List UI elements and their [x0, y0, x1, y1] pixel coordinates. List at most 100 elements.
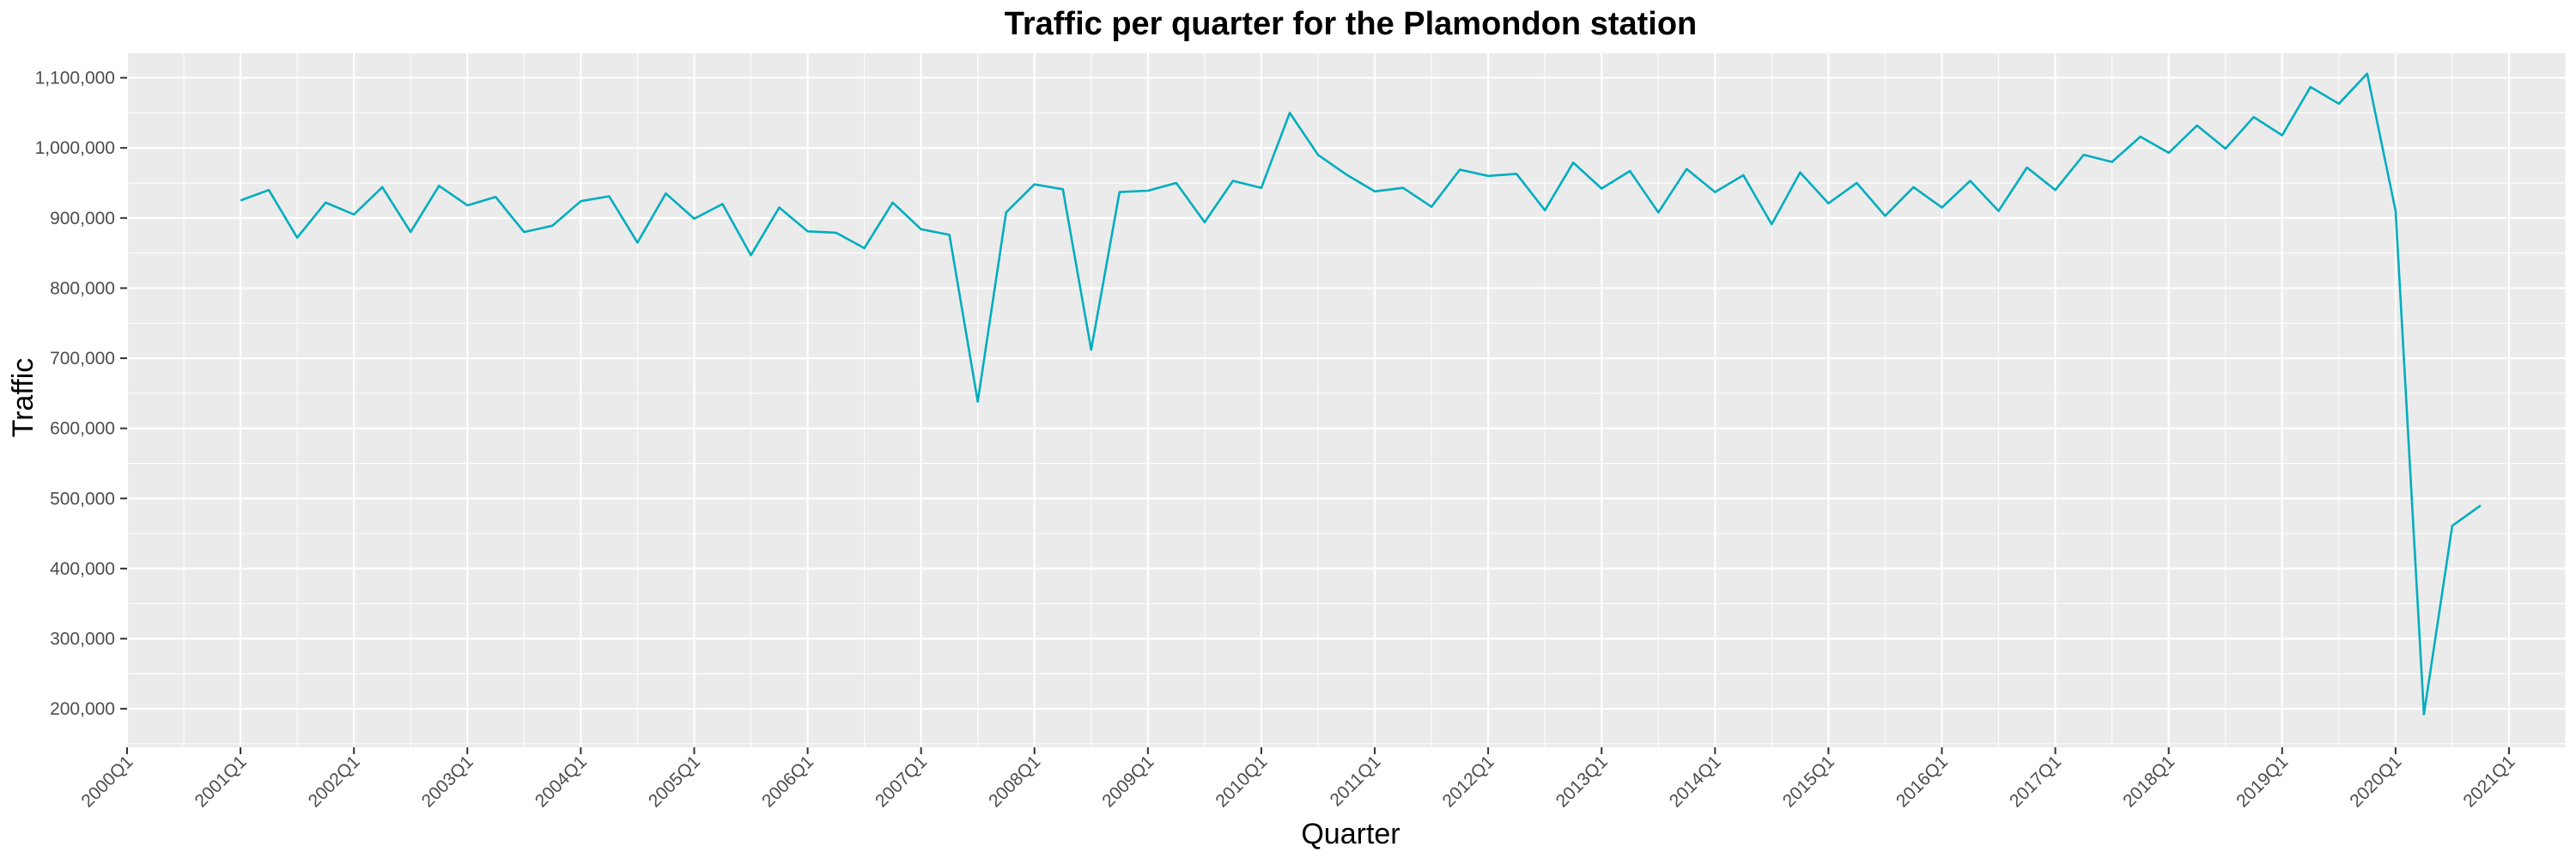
data-point	[2478, 503, 2482, 508]
data-point	[239, 198, 243, 203]
data-point	[437, 184, 441, 188]
data-point	[1032, 182, 1036, 186]
data-point	[1628, 169, 1632, 174]
data-point	[2251, 115, 2256, 119]
y-axis-title: Traffic	[7, 358, 39, 438]
data-point	[1855, 181, 1859, 186]
data-point	[579, 199, 583, 204]
data-point	[664, 192, 668, 196]
y-tick-label: 200,000	[50, 699, 115, 719]
y-tick-label: 500,000	[50, 489, 115, 509]
data-point	[2365, 71, 2369, 76]
y-tick-label: 600,000	[50, 419, 115, 439]
data-point	[494, 195, 498, 199]
data-point	[380, 185, 385, 189]
data-point	[890, 200, 895, 204]
data-point	[1373, 189, 1377, 193]
data-point	[1430, 204, 1434, 209]
y-axis-tick-labels: 200,000 300,000 400,000 500,000 600,000 700,0…	[35, 69, 115, 720]
x-tick-label: 2004Q1	[532, 752, 591, 811]
data-point	[2110, 160, 2114, 164]
data-point	[1004, 210, 1008, 215]
x-tick-label: 2018Q1	[2119, 752, 2178, 811]
x-tick-label: 2001Q1	[191, 752, 251, 811]
x-tick-label: 2013Q1	[1552, 752, 1612, 811]
data-point	[352, 212, 356, 216]
data-point	[2393, 209, 2397, 213]
y-tick-label: 900,000	[50, 209, 115, 228]
data-point	[2308, 85, 2312, 89]
data-point	[862, 246, 866, 250]
data-point	[2280, 133, 2284, 137]
data-point	[1345, 173, 1349, 177]
axis-ticks	[120, 76, 2510, 754]
x-tick-label: 2012Q1	[1439, 752, 1498, 811]
data-point	[805, 229, 810, 234]
y-tick-label: 800,000	[50, 278, 115, 298]
data-point	[324, 200, 328, 204]
y-tick-label: 1,000,000	[35, 138, 115, 158]
data-point	[2081, 153, 2086, 157]
data-point	[1202, 220, 1206, 224]
data-point	[1316, 153, 1321, 157]
y-tick-label: 400,000	[50, 559, 115, 579]
data-point	[1486, 174, 1491, 178]
x-tick-label: 2020Q1	[2346, 752, 2405, 811]
data-point	[267, 188, 271, 192]
traffic-series-line	[240, 72, 2482, 716]
data-point	[295, 235, 300, 240]
data-point	[1656, 210, 1661, 215]
data-point	[834, 230, 838, 235]
data-point	[1571, 161, 1576, 165]
data-point	[1515, 172, 1519, 176]
x-tick-label: 2016Q1	[1893, 752, 1952, 811]
x-tick-label: 2010Q1	[1212, 752, 1271, 811]
x-tick-label: 2017Q1	[2006, 752, 2065, 811]
data-point	[1798, 170, 1802, 174]
y-tick-label: 700,000	[50, 349, 115, 369]
data-point	[1911, 185, 1916, 189]
data-point	[1230, 179, 1235, 183]
x-tick-label: 2008Q1	[985, 752, 1044, 811]
data-point	[2025, 166, 2029, 170]
data-point	[607, 194, 611, 198]
data-point	[2450, 524, 2454, 528]
data-point	[1543, 208, 1547, 212]
data-point	[1600, 186, 1604, 191]
data-point	[1826, 201, 1831, 205]
data-point	[1741, 174, 1746, 178]
data-point	[2166, 150, 2171, 155]
plot-panel	[127, 53, 2566, 747]
data-point	[1117, 190, 1121, 194]
data-point	[919, 227, 923, 231]
y-tick-label: 1,100,000	[35, 69, 115, 88]
data-point	[2195, 124, 2199, 128]
data-point	[1996, 209, 2001, 213]
data-point	[635, 241, 640, 245]
data-point	[1968, 179, 1972, 183]
data-point	[1713, 190, 1717, 194]
data-point	[947, 233, 951, 237]
data-point	[1770, 222, 1774, 227]
data-point	[1458, 168, 1462, 172]
data-point	[1401, 186, 1406, 190]
data-point	[1089, 348, 1093, 352]
chart-title: Traffic per quarter for the Plamondon st…	[1005, 6, 1698, 42]
x-tick-label: 2014Q1	[1666, 752, 1725, 811]
x-tick-label: 2011Q1	[1327, 752, 1385, 810]
x-tick-label: 2002Q1	[305, 752, 364, 811]
x-tick-label: 2019Q1	[2233, 752, 2292, 811]
data-point	[1259, 186, 1263, 190]
data-point	[692, 216, 696, 221]
x-tick-label: 2003Q1	[418, 752, 477, 811]
x-tick-label: 2000Q1	[77, 752, 137, 811]
x-axis-title: Quarter	[1301, 818, 1400, 850]
x-tick-label: 2009Q1	[1098, 752, 1157, 811]
data-point	[2138, 135, 2142, 139]
data-point	[777, 205, 781, 210]
data-point	[1145, 189, 1150, 193]
data-point	[522, 230, 526, 235]
x-tick-label: 2007Q1	[872, 752, 931, 811]
data-point	[1685, 167, 1689, 171]
